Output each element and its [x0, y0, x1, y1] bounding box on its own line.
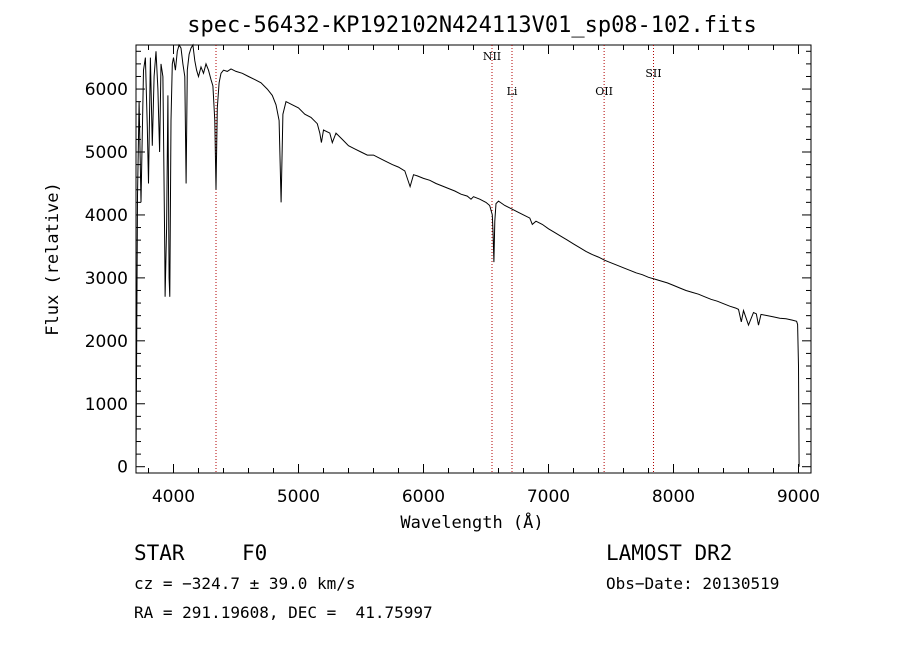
x-axis-ticks: 4000 5000 6000 7000 8000 9000 — [148, 45, 820, 507]
y-tick-label: 6000 — [85, 80, 128, 100]
x-tick-label: 6000 — [402, 487, 445, 507]
x-tick-label: 4000 — [152, 487, 195, 507]
x-tick-label: 5000 — [277, 487, 320, 507]
y-tick-label: 0 — [117, 458, 128, 478]
redshift-velocity: cz = −324.7 ± 39.0 km/s — [134, 574, 356, 593]
observation-date: Obs−Date: 20130519 — [606, 574, 779, 593]
spectral-subclass: F0 — [242, 541, 267, 565]
y-tick-label: 3000 — [85, 269, 128, 289]
spectrum-line — [135, 43, 800, 467]
marker-label: SII — [645, 67, 661, 80]
line-markers — [215, 45, 654, 473]
object-class: STAR — [134, 541, 185, 565]
y-tick-label: 2000 — [85, 332, 128, 352]
marker-label: Li — [507, 85, 518, 98]
y-tick-label: 1000 — [85, 395, 128, 415]
line-marker-labels: NII Li OII SII — [483, 50, 662, 98]
survey-release: LAMOST DR2 — [606, 541, 732, 565]
y-axis-label: Flux (relative) — [43, 182, 63, 336]
chart-title: spec-56432-KP192102N424113V01_sp08-102.f… — [187, 13, 757, 38]
x-tick-label: 9000 — [777, 487, 820, 507]
y-axis-ticks: 0 1000 2000 3000 4000 5000 6000 — [85, 50, 811, 478]
marker-label: OII — [595, 85, 613, 98]
coordinates: RA = 291.19608, DEC = 41.75997 — [134, 603, 433, 622]
y-tick-label: 5000 — [85, 143, 128, 163]
x-tick-label: 8000 — [652, 487, 695, 507]
x-axis-label: Wavelength (Å) — [400, 511, 543, 533]
y-tick-label: 4000 — [85, 206, 128, 226]
marker-label: NII — [483, 50, 501, 63]
x-tick-label: 7000 — [527, 487, 570, 507]
